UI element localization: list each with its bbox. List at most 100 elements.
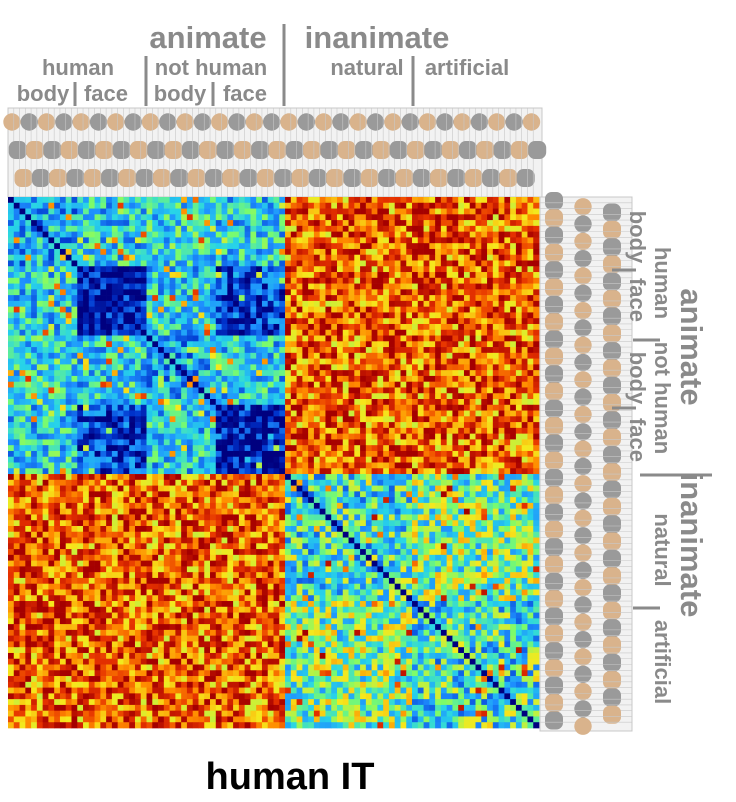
heatmap-cell [285, 243, 292, 250]
heatmap-cell [487, 260, 494, 267]
heatmap-cell [308, 347, 315, 354]
heatmap-cell [458, 427, 465, 434]
heatmap-cell [342, 202, 349, 209]
heatmap-cell [152, 427, 159, 434]
heatmap-cell [302, 410, 309, 417]
heatmap-cell [469, 479, 476, 486]
heatmap-cell [423, 312, 430, 319]
heatmap-cell [100, 260, 107, 267]
heatmap-cell [400, 283, 407, 290]
heatmap-cell [129, 231, 136, 238]
stimulus-thumbnail [574, 353, 592, 372]
heatmap-cell [54, 364, 61, 371]
heatmap-cell [117, 260, 124, 267]
heatmap-cell [117, 197, 124, 204]
heatmap-cell [290, 272, 297, 279]
heatmap-cell [527, 318, 534, 325]
heatmap-cell [527, 243, 534, 250]
heatmap-cell [111, 300, 119, 308]
heatmap-cell [54, 439, 61, 446]
stimulus-thumbnail [574, 475, 592, 493]
heatmap-cell [371, 260, 378, 267]
heatmap-cell [308, 352, 315, 359]
heatmap-cell [238, 231, 245, 238]
heatmap-cell [59, 243, 67, 250]
stimulus-thumbnail [574, 405, 592, 424]
heatmap-cell [31, 433, 38, 440]
heatmap-cell [256, 214, 263, 221]
heatmap-cell [515, 220, 523, 227]
heatmap-cell [527, 462, 534, 469]
heatmap-cell [412, 295, 419, 302]
heatmap-cell [429, 225, 436, 232]
heatmap-cell [423, 352, 430, 359]
heatmap-cell [360, 347, 367, 354]
heatmap-cell [388, 456, 396, 463]
heatmap-cell [377, 214, 384, 221]
heatmap-cell [527, 358, 534, 365]
heatmap-cell [527, 283, 534, 290]
heatmap-cell [146, 283, 153, 290]
heatmap-cell [140, 468, 147, 475]
heatmap-cell [250, 375, 257, 383]
heatmap-cell [313, 300, 321, 308]
heatmap-cell [377, 335, 384, 342]
heatmap-cell [94, 445, 101, 452]
heatmap-cell [227, 341, 234, 348]
heatmap-cell [267, 237, 274, 244]
heatmap-cell [123, 312, 130, 319]
heatmap-cell [192, 323, 199, 331]
heatmap-cell [71, 312, 78, 319]
heatmap-cell [244, 289, 251, 296]
label-inanimate-top: inanimate [305, 20, 450, 55]
heatmap-cell [354, 289, 361, 296]
heatmap-cell [487, 254, 494, 261]
heatmap-cell [492, 468, 499, 475]
heatmap-cell [290, 422, 297, 429]
heatmap-cell [487, 243, 494, 250]
heatmap-cell [510, 416, 517, 423]
stimulus-thumbnail [372, 141, 391, 159]
heatmap-cell [313, 289, 321, 296]
heatmap-cell [429, 312, 436, 319]
heatmap-cell [319, 272, 326, 279]
heatmap-cell [348, 347, 355, 354]
heatmap-cell [446, 427, 453, 434]
heatmap-cell [365, 323, 372, 331]
heatmap-cell [94, 393, 101, 400]
heatmap-cell [504, 306, 511, 313]
heatmap-cell [331, 474, 338, 481]
heatmap-cell [325, 289, 332, 296]
heatmap-cell [111, 312, 119, 319]
heatmap-cell [487, 416, 494, 423]
heatmap-cell [140, 404, 147, 411]
heatmap-cell [406, 208, 413, 215]
heatmap-cell [19, 243, 26, 250]
heatmap-cell [186, 300, 194, 308]
heatmap-cell [233, 306, 240, 313]
heatmap-cell [25, 404, 32, 411]
heatmap-cell [383, 272, 390, 279]
heatmap-cell [25, 433, 32, 440]
heatmap-cell [65, 422, 72, 429]
heatmap-cell [13, 485, 20, 492]
heatmap-cell [42, 456, 49, 463]
heatmap-cell [336, 208, 344, 215]
heatmap-cell [481, 399, 488, 406]
heatmap-cell [527, 352, 534, 359]
heatmap-cell [8, 450, 15, 458]
heatmap-cell [106, 231, 113, 238]
heatmap-cell [331, 410, 338, 417]
heatmap-cell [36, 381, 43, 388]
heatmap-cell [296, 450, 303, 458]
heatmap-cell [377, 468, 384, 475]
heatmap-cell [146, 202, 153, 209]
heatmap-cell [400, 243, 407, 250]
heatmap-cell [308, 318, 315, 325]
heatmap-cell [331, 393, 338, 400]
heatmap-cell [54, 416, 61, 423]
heatmap-cell [463, 474, 471, 481]
heatmap-cell [261, 427, 269, 434]
heatmap-cell [348, 289, 355, 296]
heatmap-cell [383, 450, 390, 458]
